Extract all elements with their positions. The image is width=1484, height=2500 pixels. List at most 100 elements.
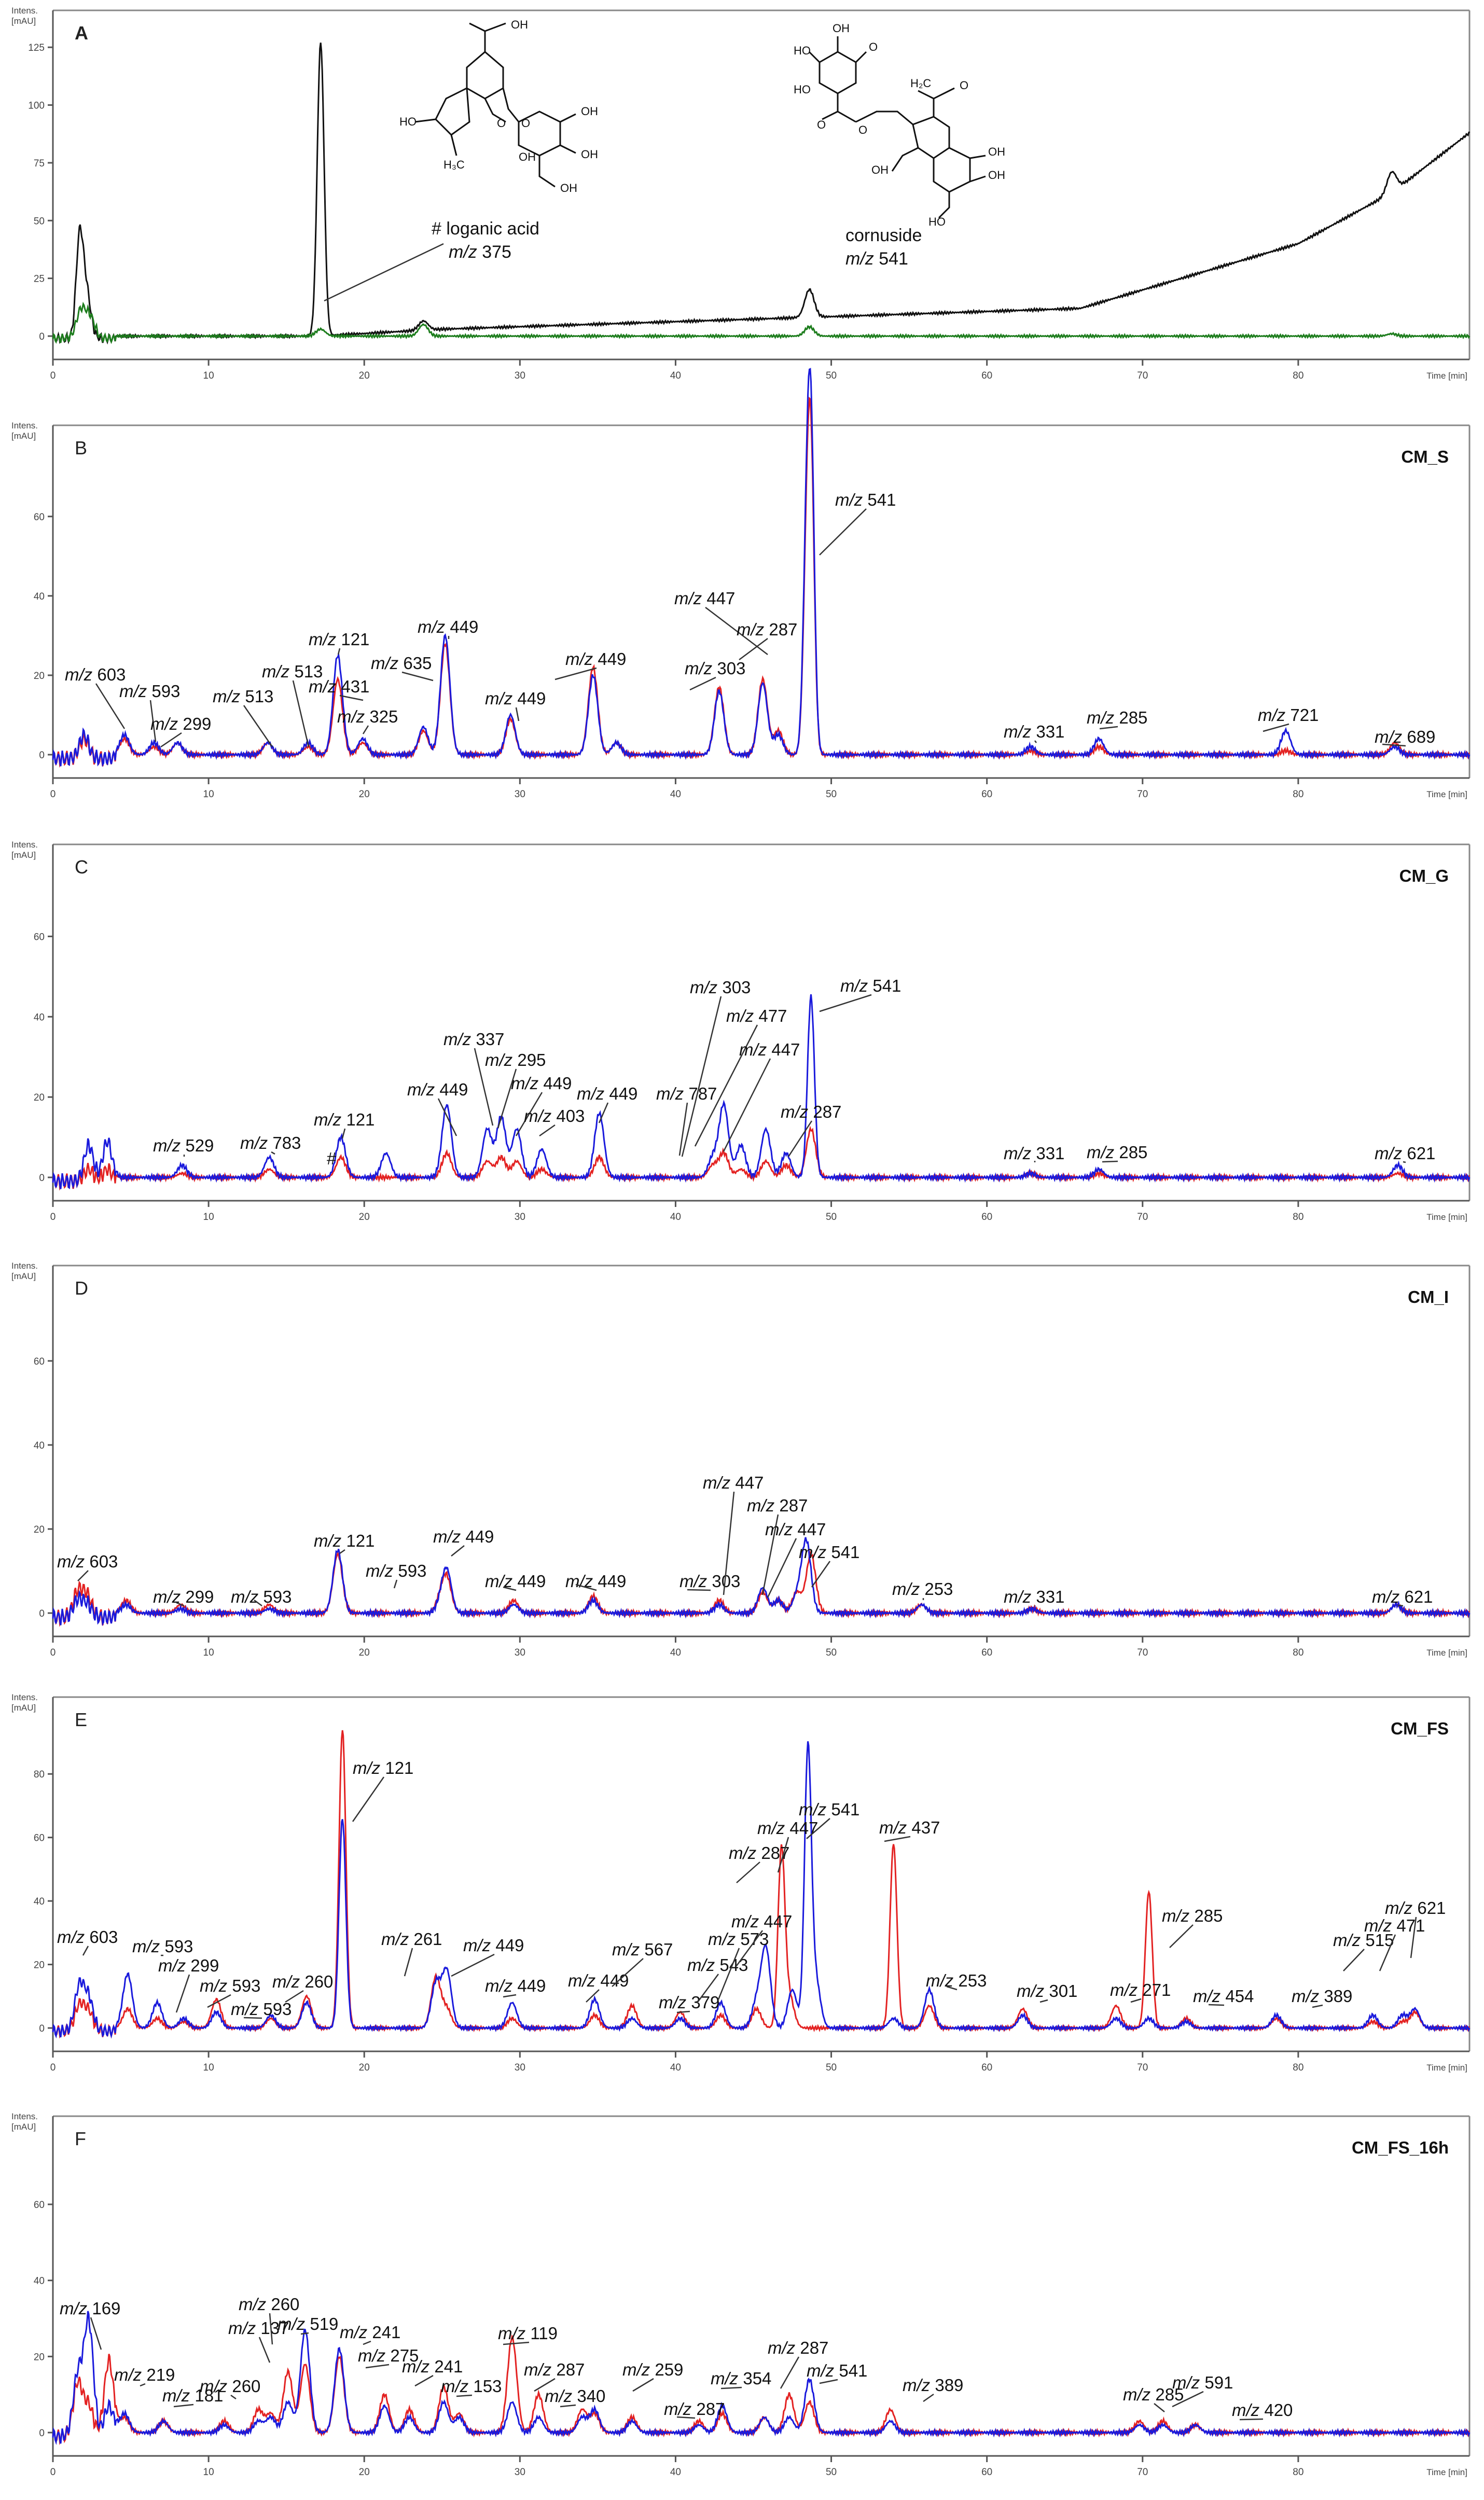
peak-leader	[739, 637, 768, 661]
peak-label: m/z 420	[1232, 2400, 1293, 2420]
peak-label: m/z 447	[757, 1818, 818, 1838]
x-tick-label: 40	[670, 2062, 681, 2073]
mz-symbol: m/z	[441, 2377, 469, 2396]
peak-label: m/z 259	[622, 2360, 683, 2379]
y-tick-label: 0	[39, 1608, 45, 1619]
mz-symbol: m/z	[150, 714, 178, 733]
peak-leader	[95, 683, 126, 729]
x-tick-label: 20	[359, 2467, 370, 2478]
peak-leader	[515, 1092, 543, 1136]
x-axis-title: Time [min]	[1426, 789, 1467, 799]
mz-symbol: m/z	[272, 1972, 300, 1991]
peak-leader	[362, 725, 369, 734]
loganic-acid-bond	[538, 156, 556, 188]
mz-value: 447	[759, 1912, 792, 1931]
peak-label: m/z 449	[511, 1074, 572, 1093]
peak-label: m/z 449	[565, 1572, 626, 1591]
loganic-acid-name: # loganic acid	[432, 219, 539, 239]
mz-value: 529	[181, 1136, 214, 1155]
y-tick-label: 20	[34, 2352, 45, 2363]
peak-label: m/z 340	[545, 2386, 605, 2406]
peak-label: m/z 515	[1333, 1930, 1394, 1950]
peak-label: m/z 287	[524, 2360, 585, 2379]
mz-symbol: m/z	[213, 687, 241, 706]
peak-leader	[341, 1128, 346, 1139]
mz-symbol: m/z	[366, 1561, 394, 1580]
x-tick-label: 70	[1137, 1212, 1148, 1223]
peak-label: m/z 454	[1193, 1987, 1254, 2006]
mz-value: 253	[953, 1971, 987, 1990]
cornuside-atom: O	[869, 40, 878, 53]
peak-label: m/z 285	[1123, 2385, 1184, 2404]
peak-label: m/z 403	[524, 1106, 585, 1126]
x-tick-label: 40	[670, 370, 681, 381]
mz-symbol: m/z	[1232, 2400, 1260, 2420]
loganic-acid-atom: HO	[399, 115, 417, 128]
mz-value: 449	[593, 1572, 626, 1591]
y-axis-unit: [mAU]	[11, 2122, 36, 2132]
mz-value: 603	[85, 1552, 118, 1571]
mz-value: 121	[341, 1531, 375, 1550]
peak-label: m/z 121	[314, 1531, 375, 1550]
loganic-acid-bond	[450, 134, 457, 156]
y-tick-label: 0	[39, 1173, 45, 1184]
peak-label: m/z 449	[463, 1936, 524, 1955]
mz-symbol: m/z	[1004, 1144, 1032, 1163]
peak-leader	[560, 2404, 576, 2408]
cornuside-atom: HO	[794, 44, 811, 57]
peak-label: m/z 119	[498, 2324, 558, 2343]
mz-value: 541	[826, 1800, 859, 1819]
mz-value: 541	[868, 976, 901, 995]
mz-symbol: m/z	[240, 1133, 268, 1152]
peak-label: m/z 121	[309, 630, 369, 649]
x-tick-label: 50	[826, 1212, 837, 1223]
mz-value: 169	[87, 2299, 120, 2318]
peak-leader	[503, 2341, 530, 2345]
cornuside-atom: OH	[988, 145, 1005, 158]
peak-label: m/z 437	[879, 1818, 940, 1837]
panel-F: 0 20 40 60 0 10 20 30 40 50 60 70 80 Time [min] Intens…	[11, 2112, 1471, 2478]
mz-symbol: m/z	[799, 1543, 827, 1562]
y-axis-unit: [mAU]	[11, 16, 36, 26]
peak-leader	[689, 676, 716, 691]
mz-value: 137	[256, 2318, 289, 2338]
peak-leader	[404, 1948, 413, 1977]
peak-leader	[946, 1985, 958, 1991]
x-tick-label: 10	[203, 1647, 214, 1658]
mz-value: 603	[85, 1927, 118, 1947]
peak-label: m/z 260	[200, 2377, 260, 2396]
mz-symbol: m/z	[511, 1074, 539, 1093]
x-tick-label: 10	[203, 2062, 214, 2073]
peak-label: m/z 449	[407, 1080, 468, 1099]
mz-symbol: m/z	[485, 1976, 513, 1995]
mz-symbol: m/z	[1004, 1587, 1032, 1606]
sample-title: CM_G	[1399, 866, 1449, 885]
y-tick-label: 40	[34, 591, 45, 602]
y-tick-label: 0	[39, 331, 45, 342]
peak-label: m/z 285	[1087, 708, 1147, 727]
peak-label: m/z 137	[228, 2318, 289, 2338]
peak-leader	[586, 1989, 600, 2003]
mz-value: 689	[1402, 727, 1435, 746]
trace-red	[52, 396, 1471, 768]
mz-value: 331	[1031, 722, 1064, 741]
mz-value: 299	[186, 1956, 219, 1975]
mz-symbol: m/z	[622, 2360, 650, 2379]
mz-symbol: m/z	[664, 2399, 692, 2419]
peak-leader	[598, 1102, 609, 1123]
peak-label: m/z 541	[807, 2361, 867, 2380]
mz-value: 591	[1200, 2373, 1233, 2392]
peak-label: m/z 303	[690, 978, 751, 997]
mz-value: 285	[1114, 1143, 1147, 1162]
peak-leader	[780, 2356, 800, 2389]
peak-label: m/z 325	[337, 707, 398, 726]
loganic-acid-atom: OH	[519, 150, 536, 163]
peak-leader	[1410, 1916, 1417, 1959]
peak-label: m/z 331	[1004, 1144, 1064, 1163]
mz-symbol: m/z	[879, 1818, 907, 1837]
panel-letter: F	[75, 2128, 86, 2149]
mz-value: 621	[1399, 1587, 1433, 1606]
mz-symbol: m/z	[1017, 1981, 1045, 2001]
y-tick-label: 40	[34, 2276, 45, 2287]
cornuside-bond	[855, 110, 913, 126]
